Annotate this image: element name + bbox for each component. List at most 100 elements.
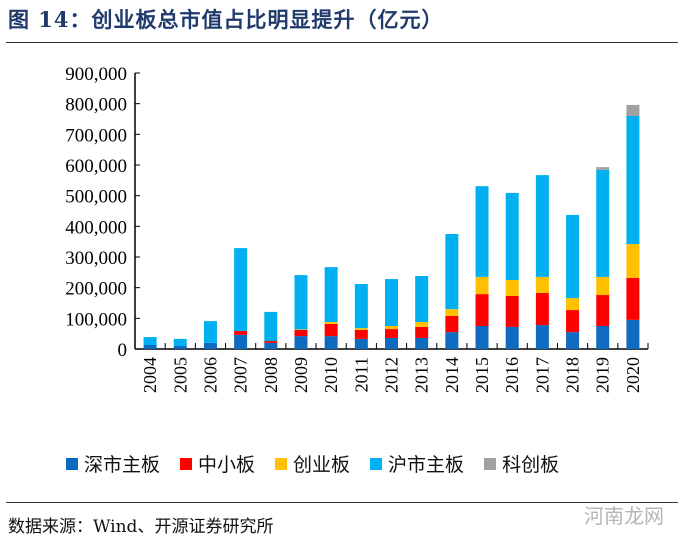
y-tick-label: 500,000 bbox=[65, 187, 127, 208]
bar-segment-2017-2 bbox=[535, 276, 549, 293]
bar-segment-2020-3 bbox=[626, 115, 640, 245]
bar-segment-2020-1 bbox=[626, 277, 640, 320]
y-tick-label: 0 bbox=[118, 340, 128, 361]
x-tick-label: 2008 bbox=[261, 357, 281, 393]
bar-segment-2019-2 bbox=[596, 276, 610, 296]
bar-segment-2010-2 bbox=[324, 322, 338, 324]
bar-segment-2010-1 bbox=[324, 323, 338, 337]
source-note: 数据来源：Wind、开源证券研究所 bbox=[8, 517, 274, 537]
y-tick-label: 100,000 bbox=[65, 309, 127, 330]
bar-segment-2006-3 bbox=[203, 321, 217, 343]
stacked-bar-chart: 0 100,000 200,000 300,000 400,000 500,000 600,… bbox=[65, 64, 649, 393]
bar-segment-2005-3 bbox=[173, 338, 187, 346]
bar-segment-2011-0 bbox=[354, 338, 368, 349]
legend-item: 中小板 bbox=[180, 450, 255, 477]
bar-segment-2019-0 bbox=[596, 326, 610, 349]
bar-segment-2015-0 bbox=[475, 326, 489, 349]
figure-title: 图 14：创业板总市值占比明显提升（亿元） bbox=[8, 7, 444, 32]
legend-label: 沪市主板 bbox=[388, 454, 465, 476]
bar-segment-2007-3 bbox=[234, 248, 248, 331]
source-rule bbox=[6, 502, 678, 503]
x-tick-label: 2005 bbox=[170, 357, 190, 393]
x-tick-label: 2013 bbox=[412, 357, 432, 393]
y-tick-label: 600,000 bbox=[65, 156, 127, 177]
x-tick-label: 2010 bbox=[321, 357, 341, 393]
bar-segment-2013-0 bbox=[415, 337, 429, 349]
bar-segment-2012-0 bbox=[385, 337, 398, 349]
bar-segment-2020-4 bbox=[626, 104, 640, 116]
legend-swatch bbox=[180, 457, 193, 470]
bar-segment-2017-0 bbox=[535, 325, 549, 349]
bar-segment-2018-2 bbox=[566, 298, 580, 311]
bar-segment-2017-1 bbox=[535, 292, 549, 326]
bar-segment-2014-1 bbox=[445, 315, 459, 333]
bar-segment-2008-1 bbox=[264, 341, 278, 343]
legend-label: 深市主板 bbox=[84, 454, 161, 476]
bar-segment-2007-0 bbox=[234, 334, 248, 349]
bar-segment-2013-3 bbox=[415, 276, 429, 323]
legend-swatch bbox=[66, 457, 78, 470]
x-tick-label: 2017 bbox=[532, 357, 552, 393]
legend-item: 沪市主板 bbox=[370, 450, 464, 477]
x-tick-label: 2009 bbox=[291, 357, 311, 393]
bar-segment-2016-1 bbox=[505, 295, 519, 327]
y-tick-label: 400,000 bbox=[65, 217, 127, 238]
bar-segment-2020-2 bbox=[626, 244, 640, 278]
bar-segment-2011-2 bbox=[354, 328, 368, 330]
bar-segment-2016-2 bbox=[505, 280, 519, 296]
x-tick-label: 2011 bbox=[351, 357, 371, 392]
bar-segment-2019-4 bbox=[596, 167, 610, 170]
bar-segment-2013-1 bbox=[415, 326, 429, 338]
x-tick-label: 2006 bbox=[200, 357, 220, 393]
x-tick-label: 2007 bbox=[231, 357, 251, 393]
bar-segment-2017-3 bbox=[535, 175, 549, 277]
bar-segment-2012-2 bbox=[385, 326, 398, 330]
bar-segment-2014-3 bbox=[445, 234, 459, 310]
bar-segment-2005-0 bbox=[173, 345, 187, 349]
bar-segment-2020-0 bbox=[626, 319, 640, 349]
bar-segment-2011-1 bbox=[354, 329, 368, 339]
x-tick-label: 2012 bbox=[382, 357, 402, 393]
bar-segment-2010-0 bbox=[324, 336, 338, 349]
watermark: 河南龙网 bbox=[584, 504, 664, 528]
bar-segment-2018-3 bbox=[566, 214, 580, 299]
title-rule bbox=[6, 42, 678, 43]
legend-swatch bbox=[484, 457, 497, 470]
bar-segment-2004-0 bbox=[143, 345, 157, 349]
bar-segment-2011-3 bbox=[354, 283, 368, 329]
legend-label: 创业板 bbox=[293, 454, 351, 476]
bar-segment-2013-2 bbox=[415, 322, 429, 327]
bar-segment-2018-0 bbox=[566, 332, 580, 349]
bar-segment-2009-0 bbox=[294, 336, 308, 349]
bar-segment-2010-3 bbox=[324, 267, 338, 323]
y-tick-label: 700,000 bbox=[65, 125, 127, 146]
bar-segment-2015-3 bbox=[475, 186, 489, 277]
bar-segment-2004-3 bbox=[143, 337, 157, 346]
x-tick-label: 2014 bbox=[442, 357, 462, 393]
bar-segment-2018-1 bbox=[566, 310, 580, 333]
bar-segment-2009-3 bbox=[294, 275, 308, 330]
bar-segment-2006-0 bbox=[203, 342, 217, 349]
bar-segment-2009-1 bbox=[294, 329, 308, 337]
legend-label: 中小板 bbox=[198, 454, 256, 476]
bar-segment-2015-2 bbox=[475, 276, 489, 295]
bar-segment-2014-0 bbox=[445, 332, 459, 349]
legend: 深市主板 中小板 创业板 沪市主板 科创板 bbox=[66, 450, 559, 477]
legend-item: 深市主板 bbox=[66, 450, 160, 477]
bar-segment-2008-0 bbox=[264, 342, 278, 349]
bar-segment-2016-3 bbox=[505, 192, 519, 280]
bar-segment-2012-3 bbox=[385, 279, 398, 326]
x-tick-label: 2018 bbox=[563, 357, 583, 393]
bar-segment-2016-0 bbox=[505, 326, 519, 349]
bar-segment-2008-3 bbox=[264, 311, 278, 342]
y-tick-label: 800,000 bbox=[65, 95, 127, 116]
x-tick-label: 2015 bbox=[472, 357, 492, 393]
x-tick-label: 2004 bbox=[140, 357, 160, 393]
bar-segment-2014-2 bbox=[445, 309, 459, 316]
bar-segment-2019-3 bbox=[596, 169, 610, 277]
legend-item: 科创板 bbox=[484, 450, 559, 477]
legend-item: 创业板 bbox=[275, 450, 350, 477]
x-tick-label: 2020 bbox=[623, 357, 643, 393]
bar-segment-2019-1 bbox=[596, 295, 610, 326]
y-tick-label: 900,000 bbox=[65, 64, 127, 85]
